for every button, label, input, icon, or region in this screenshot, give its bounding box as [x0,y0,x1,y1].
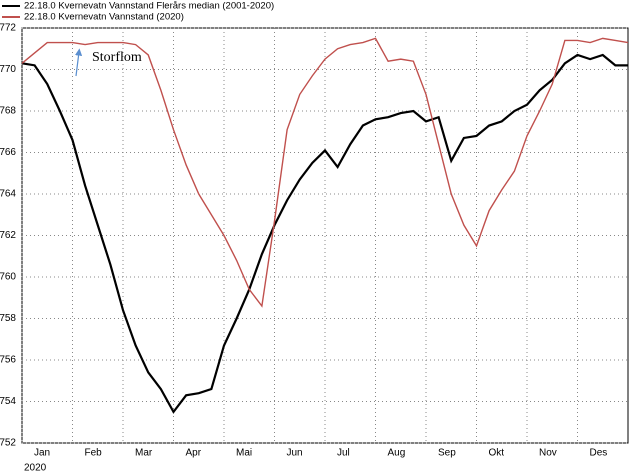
y-tick-label: 764 [0,189,16,200]
y-tick-label: 762 [0,230,16,241]
x-tick-label: Feb [85,448,103,459]
x-tick-label: Okt [489,448,505,459]
x-tick-label: Jun [287,448,303,459]
x-tick-label: Mai [236,448,252,459]
annotation-arrow [74,48,83,77]
legend-label: 22.18.0 Kvernevatn Vannstand Flerårs med… [24,1,274,12]
series-line [21,53,628,414]
x-tick-label: Jan [34,448,50,459]
y-tick-label: 754 [0,396,16,407]
y-tick-label: 758 [0,313,16,324]
x-tick-label: Des [590,448,608,459]
y-tick-label: 756 [0,355,16,366]
legend-label: 22.18.0 Kvernevatn Vannstand (2020) [24,12,184,23]
x-tick-label: Jul [337,448,350,459]
y-tick-label: 752 [0,438,16,449]
x-tick-label: Apr [186,448,202,459]
x-tick-label: Nov [539,448,557,459]
y-tick-label: 770 [0,64,16,75]
year-label: 2020 [24,463,47,474]
y-tick-label: 768 [0,106,16,117]
y-tick-label: 772 [0,23,16,34]
x-tick-label: Sep [438,448,456,459]
annotation: Storflom [92,50,142,65]
x-tick-label: Aug [388,448,406,459]
y-tick-label: 760 [0,272,16,283]
y-tick-label: 766 [0,147,16,158]
series-line [21,37,629,308]
x-tick-label: Mar [135,448,153,459]
